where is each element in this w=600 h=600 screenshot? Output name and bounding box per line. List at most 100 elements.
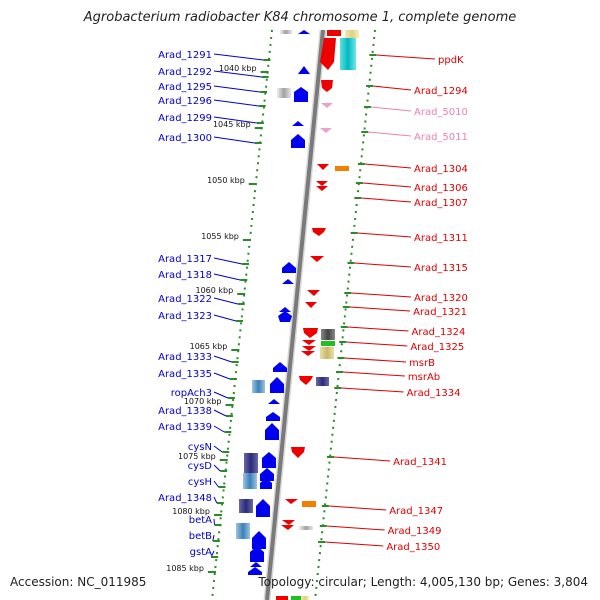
gene-orange-1347 [302, 501, 316, 507]
leader-line [341, 387, 404, 393]
right-gene-labels: ppdK Arad_1294 Arad_5010 Arad_5011 Arad_1304… [318, 54, 468, 553]
kbp-label: 1080 kbp [172, 507, 210, 516]
gene-blue-1348 [256, 499, 270, 517]
leader-line [346, 341, 408, 347]
gene-label-left[interactable]: Arad_1292 [158, 67, 212, 78]
gene-label-left[interactable]: Arad_1295 [158, 82, 212, 93]
gene-label-left[interactable]: betA [189, 515, 212, 526]
gene-label-left[interactable]: Arad_1333 [158, 352, 212, 363]
gene-label-right[interactable]: Arad_1325 [410, 342, 464, 353]
gene-label-right[interactable]: ppdK [438, 55, 464, 66]
gene-label-right[interactable]: Arad_1307 [414, 198, 468, 209]
gene-label-left[interactable]: Arad_1299 [158, 113, 212, 124]
gene-top-gray [280, 30, 292, 34]
leader-line [347, 326, 409, 332]
gene-label-left[interactable]: Arad_1296 [158, 96, 212, 107]
gene-blue-1353a [250, 562, 262, 567]
gene-label-right[interactable]: Arad_1311 [414, 233, 468, 244]
gene-label-right[interactable]: Arad_5011 [414, 132, 468, 143]
gene-orange-1304 [335, 166, 349, 171]
gene-label-right[interactable]: Arad_1350 [386, 542, 440, 553]
gene-arad-1325a [302, 346, 316, 351]
gene-arad-1324b [302, 340, 316, 345]
diagram-title: Agrobacterium radiobacter K84 chromosome… [83, 10, 517, 25]
leader-line [349, 306, 411, 312]
gene-label-left[interactable]: gstA [190, 547, 212, 558]
leader-line [213, 518, 216, 526]
gene-blue-cysD [260, 468, 274, 481]
chromosome-backbone [263, 29, 327, 600]
gene-arad-1334 [299, 376, 313, 385]
gene-arad-1315 [310, 256, 324, 262]
gene-label-right[interactable]: Arad_1349 [388, 526, 442, 537]
gene-steel-cysH [243, 481, 257, 489]
gene-arad-1349a [282, 520, 295, 525]
leader-line [213, 355, 232, 363]
leader-line [342, 371, 405, 377]
leader-line [213, 53, 264, 61]
gene-label-left[interactable]: Arad_1335 [158, 369, 212, 380]
gene-label-left[interactable]: Arad_1317 [158, 254, 212, 265]
gene-arad-5010 [321, 103, 333, 108]
gene-gray-1350 [299, 526, 313, 530]
leader-line [364, 163, 412, 169]
gene-label-right[interactable]: Arad_1306 [414, 183, 468, 194]
gene-arad-1347 [285, 499, 298, 504]
gene-arad-5011 [320, 128, 332, 133]
leader-line [213, 70, 262, 78]
gene-label-right[interactable]: Arad_1294 [414, 86, 468, 97]
gene-blue-1317 [282, 262, 296, 273]
kbp-label: 1045 kbp [213, 120, 251, 129]
leader-line [373, 85, 412, 91]
gene-blue-gstA [250, 546, 264, 562]
gene-arad-1294 [321, 80, 333, 92]
gene-arad-1349b [281, 525, 294, 530]
gene-label-left[interactable]: Arad_1348 [158, 493, 212, 504]
gene-label-left[interactable]: cysD [188, 461, 213, 472]
gene-label-right[interactable]: Arad_5010 [414, 107, 468, 118]
gene-label-right[interactable]: msrB [409, 358, 435, 369]
kbp-label: 1075 kbp [178, 452, 216, 461]
kbp-label: 1050 kbp [207, 176, 245, 185]
gene-label-right[interactable]: Arad_1315 [414, 263, 468, 274]
leader-line [351, 292, 412, 298]
gene-label-left[interactable]: Arad_1323 [158, 311, 212, 322]
gene-label-left[interactable]: Arad_1322 [158, 294, 212, 305]
gene-label-left[interactable]: Arad_1338 [158, 406, 212, 417]
gene-blue-1291 [298, 66, 310, 74]
gene-navy-cysN [244, 453, 258, 473]
leader-line [213, 391, 229, 399]
leader-line [213, 464, 221, 472]
leader-line [213, 314, 237, 322]
gene-label-left[interactable]: cysH [188, 477, 212, 488]
gene-label-right[interactable]: Arad_1304 [414, 164, 468, 175]
gene-bottom-red [276, 596, 288, 600]
gene-label-right[interactable]: Arad_1334 [407, 388, 461, 399]
gene-label-left[interactable]: Arad_1291 [158, 50, 212, 61]
gene-label-left[interactable]: cysN [188, 442, 212, 453]
gene-label-right[interactable]: Arad_1324 [412, 327, 466, 338]
gene-label-right[interactable]: Arad_1320 [414, 293, 468, 304]
leader-line [213, 297, 238, 305]
leader-line [213, 85, 261, 93]
leader-line [361, 197, 412, 203]
gene-label-left[interactable]: Arad_1318 [158, 270, 212, 281]
leader-line [357, 232, 412, 238]
gene-label-right[interactable]: Arad_1341 [393, 457, 447, 468]
gene-blue-1318 [282, 279, 294, 284]
leader-line [334, 456, 391, 462]
gene-label-left[interactable]: ropAch3 [171, 388, 212, 399]
gene-label-left[interactable]: Arad_1300 [158, 133, 212, 144]
gene-label-left[interactable]: betB [189, 531, 212, 542]
gene-blue-ropAch3 [270, 377, 284, 393]
gene-label-right[interactable]: msrAb [408, 372, 440, 383]
gene-label-left[interactable]: Arad_1339 [158, 422, 212, 433]
leader-line [213, 445, 223, 453]
gene-label-right[interactable]: Arad_1347 [389, 506, 443, 517]
leader-line [325, 541, 384, 547]
gene-arad-1341 [291, 447, 305, 458]
leader-line [213, 480, 219, 488]
gene-label-right[interactable]: Arad_1321 [413, 307, 467, 318]
leader-line [213, 99, 259, 107]
